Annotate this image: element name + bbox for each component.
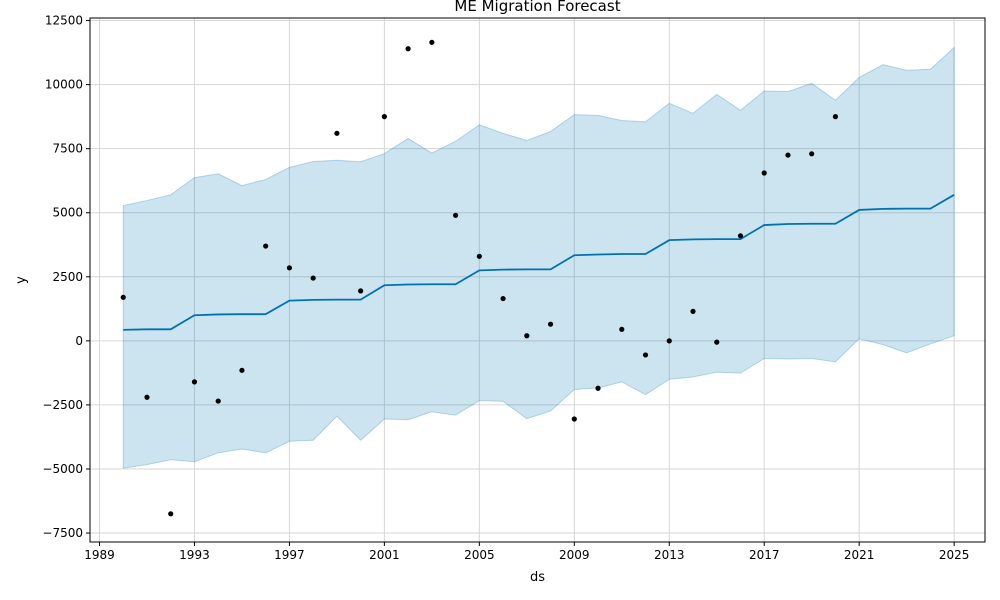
x-tick-label: 2013 <box>654 548 685 562</box>
observed-points-layer <box>120 39 839 517</box>
observed-point <box>429 39 435 45</box>
observed-point <box>405 46 411 52</box>
observed-point <box>571 416 577 422</box>
x-tick-label: 2005 <box>464 548 495 562</box>
x-tick-label: 1993 <box>179 548 210 562</box>
y-axis-ticks: −7500 −5000 −2500 0 2500 5000 7500 10000 12500 <box>42 14 90 540</box>
y-tick-label: 10000 <box>45 78 83 92</box>
y-tick-label: −2500 <box>42 398 83 412</box>
observed-point <box>500 295 506 302</box>
observed-point <box>144 394 150 400</box>
y-tick-label: 0 <box>75 334 83 348</box>
x-axis-label: ds <box>530 570 545 585</box>
observed-point <box>547 321 554 327</box>
observed-point <box>476 253 482 259</box>
chart-title: ME Migration Forecast <box>454 0 620 15</box>
observed-point <box>239 367 245 373</box>
y-tick-label: 5000 <box>52 206 83 220</box>
observed-point <box>690 308 696 314</box>
observed-point <box>381 114 387 120</box>
uncertainty-band <box>122 46 955 469</box>
observed-point <box>120 294 126 300</box>
x-tick-label: 2001 <box>369 548 400 562</box>
observed-point <box>358 288 364 294</box>
observed-point <box>334 130 340 136</box>
observed-point <box>595 385 601 391</box>
observed-point <box>215 398 221 404</box>
x-tick-label: 2017 <box>749 548 780 562</box>
observed-point <box>761 170 767 176</box>
observed-point <box>714 339 720 345</box>
observed-point <box>832 114 839 120</box>
observed-point <box>642 352 649 358</box>
observed-point <box>263 243 269 249</box>
observed-point <box>168 511 174 517</box>
observed-point <box>619 326 625 332</box>
x-tick-label: 2009 <box>559 548 590 562</box>
observed-point <box>809 151 815 157</box>
observed-point <box>666 338 672 344</box>
x-tick-label: 2021 <box>844 548 875 562</box>
y-tick-label: 2500 <box>52 270 83 284</box>
x-axis-ticks: 1989 1993 1997 2001 2005 2009 2013 2017 2021 2025 <box>84 542 969 562</box>
observed-point <box>286 265 293 271</box>
forecast-line <box>123 194 955 331</box>
observed-point <box>453 212 459 218</box>
observed-point <box>310 275 316 281</box>
y-tick-label: −5000 <box>42 462 83 476</box>
observed-point <box>737 233 744 239</box>
x-tick-label: 1989 <box>84 548 115 562</box>
x-tick-label: 2025 <box>939 548 970 562</box>
x-tick-label: 1997 <box>274 548 305 562</box>
y-axis-label: y <box>14 276 29 284</box>
forecast-line-layer <box>123 194 955 331</box>
y-tick-label: 12500 <box>45 14 83 28</box>
grid-layer <box>90 18 985 542</box>
observed-point <box>524 333 530 339</box>
y-tick-label: 7500 <box>52 142 83 156</box>
y-tick-label: −7500 <box>42 526 83 540</box>
observed-point <box>191 379 198 385</box>
plot-frame <box>89 17 986 543</box>
observed-point <box>785 152 791 158</box>
uncertainty-band-layer <box>122 46 955 469</box>
